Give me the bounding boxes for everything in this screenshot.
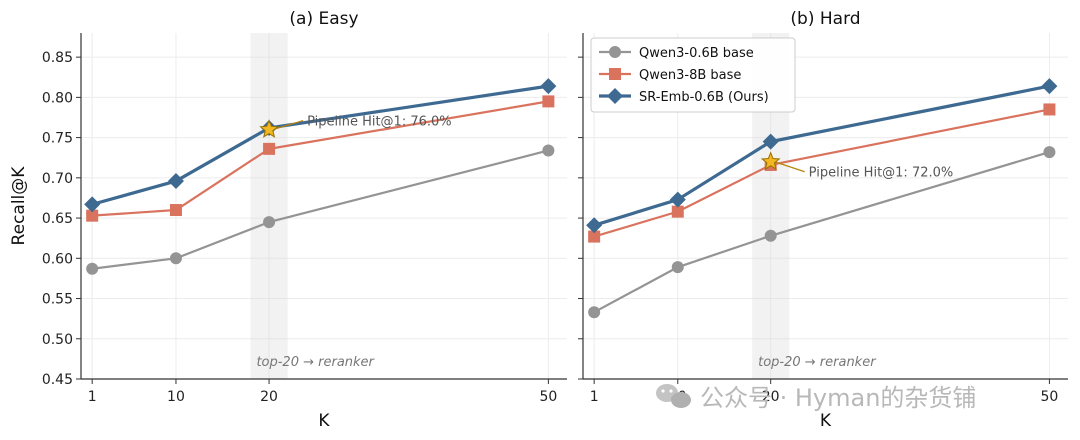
series-line <box>593 84 1050 227</box>
panel-easy: 0.45 0.50 0.55 0.60 0.65 0.70 0.75 0.80 0.85 1 10 2… <box>9 9 567 431</box>
legend-entry-sr-emb: SR-Emb-0.6B (Ours) <box>639 90 769 105</box>
y-tick-label: 0.60 <box>42 251 73 267</box>
legend-marker <box>609 46 621 58</box>
legend-box <box>590 37 796 113</box>
y-tick-label: 0.80 <box>42 90 73 106</box>
x-tick-label: 20 <box>762 389 780 405</box>
wechat-logo-icon <box>656 384 691 408</box>
data-point <box>671 261 684 274</box>
x-tick-label: 50 <box>539 389 557 405</box>
data-point <box>764 229 777 242</box>
x-tick-label: 50 <box>1041 389 1059 405</box>
series-line <box>593 108 1050 238</box>
series-line <box>91 84 549 206</box>
data-point <box>588 230 601 243</box>
x-tick-label: 10 <box>167 389 185 405</box>
data-point <box>84 196 101 213</box>
legend-keys <box>599 46 631 104</box>
watermark-text: 公众号 · Hyman的杂货铺 <box>700 384 976 412</box>
data-point <box>169 252 182 265</box>
data-point <box>540 78 557 95</box>
data-point <box>167 173 184 190</box>
star-marker <box>760 151 781 171</box>
series-lines <box>84 78 557 275</box>
data-point <box>169 204 182 217</box>
data-point <box>263 142 276 155</box>
data-point <box>263 216 276 229</box>
legend: Qwen3-0.6B base Qwen3-8B base SR-Emb-0.6… <box>590 37 796 113</box>
series-line <box>92 149 549 270</box>
data-point <box>588 306 601 319</box>
star-marker <box>259 119 279 138</box>
legend-entry-qwen3-0.6b: Qwen3-0.6B base <box>639 46 754 61</box>
data-point <box>542 95 555 108</box>
x-tick-label: 1 <box>590 389 599 405</box>
panel-title: (a) Easy <box>289 9 358 29</box>
annotation-arrow <box>272 119 304 131</box>
y-tick-label: 0.65 <box>42 211 73 227</box>
series-sr-emb-0-6b-ours <box>586 78 1058 234</box>
y-axis-label: Recall@K <box>9 166 29 246</box>
data-point <box>542 144 555 157</box>
x-tick-label: 20 <box>260 389 278 405</box>
y-tick-label: 0.55 <box>42 292 73 308</box>
data-point <box>1041 78 1058 95</box>
band-rect <box>250 33 288 379</box>
data-point <box>1043 103 1056 116</box>
annotation-arrow <box>774 161 805 173</box>
annotation <box>259 119 304 138</box>
data-point <box>762 133 779 150</box>
legend-marker <box>607 88 623 104</box>
annotation <box>760 151 805 173</box>
data-point <box>86 209 99 222</box>
series-qwen3-0-6b-base <box>588 146 1056 319</box>
annotation-label: Pipeline Hit@1: 76.0% <box>307 115 452 130</box>
panel-title: (b) Hard <box>790 9 860 29</box>
y-tick-label: 0.75 <box>42 131 73 147</box>
series-qwen3-0-6b-base <box>86 144 555 275</box>
x-axis-label: K <box>820 411 832 431</box>
y-tick-label: 0.45 <box>42 372 73 388</box>
legend-entry-qwen3-8b: Qwen3-8B base <box>639 68 741 83</box>
data-point <box>669 191 686 208</box>
y-tick-label: 0.50 <box>42 332 73 348</box>
data-point <box>671 205 684 218</box>
series-line <box>92 100 549 217</box>
gridlines <box>81 33 567 380</box>
annotation-label: Pipeline Hit@1: 72.0% <box>809 166 954 181</box>
x-tick-label: 1 <box>88 389 97 405</box>
series-line <box>593 151 1050 314</box>
band-label: top-20 → reranker <box>758 355 877 370</box>
data-point <box>86 262 99 275</box>
data-point <box>586 217 603 234</box>
axes: 0.45 0.50 0.55 0.60 0.65 0.70 0.75 0.80 0.85 1 10 2… <box>42 33 567 405</box>
reranker-band <box>250 33 288 379</box>
data-point <box>1043 146 1056 159</box>
series-lines <box>586 78 1058 319</box>
x-axis-label: K <box>318 411 330 431</box>
series-sr-emb-0-6b-ours <box>84 78 557 213</box>
series-qwen3-8b-base <box>86 95 555 222</box>
watermark: 公众号 · Hyman的杂货铺 <box>656 384 976 412</box>
legend-marker <box>609 68 621 80</box>
y-tick-label: 0.70 <box>42 171 73 187</box>
y-tick-label: 0.85 <box>42 50 73 66</box>
band-label: top-20 → reranker <box>256 355 375 370</box>
